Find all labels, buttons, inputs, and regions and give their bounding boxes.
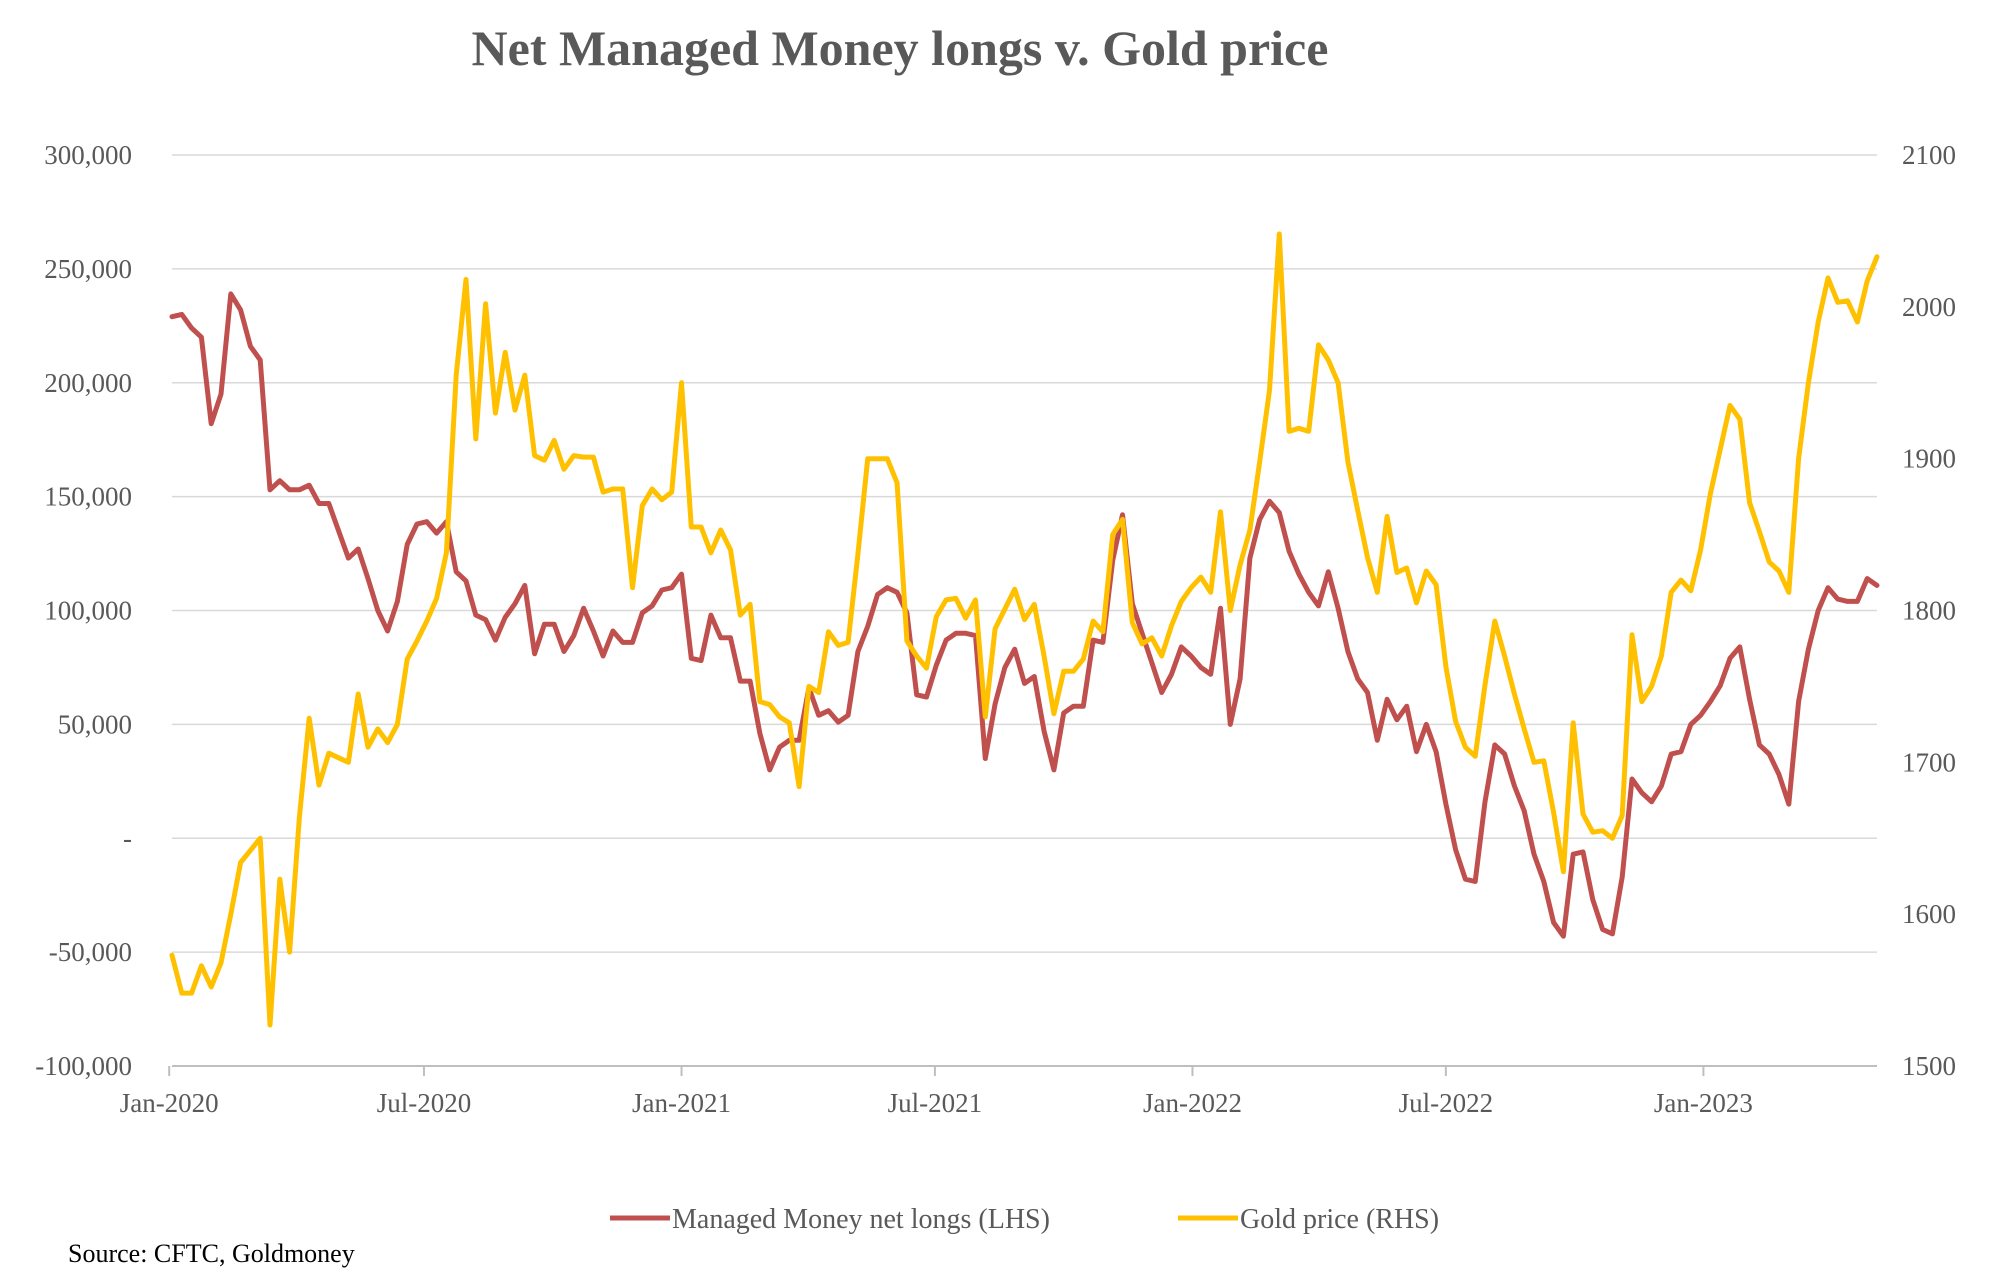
x-tick-label: Jul-2021: [888, 1088, 983, 1118]
left-tick-label: 100,000: [44, 596, 132, 626]
right-tick-label: 2000: [1902, 292, 1956, 322]
x-tick-label: Jan-2022: [1143, 1088, 1242, 1118]
right-tick-label: 1600: [1902, 899, 1956, 929]
right-tick-label: 2100: [1902, 140, 1956, 170]
series-line-1: [169, 291, 1880, 939]
legend-label-2: Gold price (RHS): [1240, 1204, 1439, 1235]
right-tick-label: 1800: [1902, 596, 1956, 626]
legend: Managed Money net longs (LHS) Gold price …: [610, 1204, 1439, 1235]
right-axis: 1500 1600 1700 1800 1900 2000 2100: [1902, 140, 1956, 1081]
source-note: Source: CFTC, Goldmoney: [68, 1239, 355, 1268]
left-tick-label: -100,000: [35, 1051, 132, 1081]
left-tick-label: 300,000: [44, 140, 132, 170]
left-axis: -100,000-50,000-50,000100,000150,000200,…: [35, 140, 132, 1081]
gridlines: [172, 154, 1877, 953]
series-line-2: [169, 231, 1880, 1028]
x-axis: Jan-2020 Jul-2020 Jan-2021 Jul-2021 Jan-2022…: [120, 1066, 1753, 1118]
left-tick-label: 150,000: [44, 482, 132, 512]
x-tick-label: Jan-2020: [120, 1088, 219, 1118]
left-tick-label: 250,000: [44, 254, 132, 284]
x-tick-label: Jul-2022: [1399, 1088, 1494, 1118]
left-tick-label: -50,000: [49, 937, 132, 967]
right-tick-label: 1700: [1902, 747, 1956, 777]
x-tick-label: Jul-2020: [377, 1088, 472, 1118]
left-tick-label: 200,000: [44, 368, 132, 398]
right-tick-label: 1900: [1902, 444, 1956, 474]
x-tick-label: Jan-2021: [632, 1088, 731, 1118]
right-tick-label: 1500: [1902, 1051, 1956, 1081]
legend-label-1: Managed Money net longs (LHS): [672, 1204, 1050, 1235]
plot-area: [169, 231, 1880, 1028]
left-tick-label: -: [123, 823, 132, 853]
left-tick-label: 50,000: [58, 709, 132, 739]
chart-title: Net Managed Money longs v. Gold price: [472, 20, 1329, 76]
x-tick-label: Jan-2023: [1654, 1088, 1753, 1118]
